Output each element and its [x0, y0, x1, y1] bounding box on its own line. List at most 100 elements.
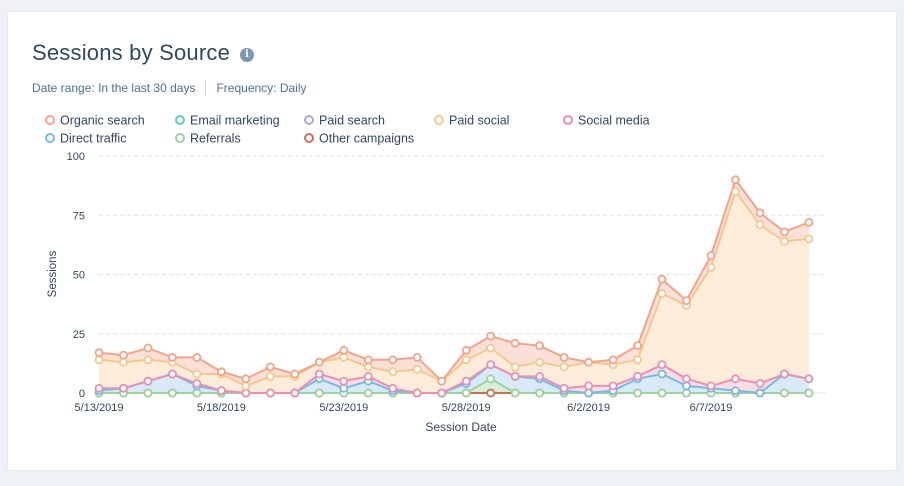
legend-label[interactable]: Direct traffic	[60, 132, 126, 146]
data-point[interactable]	[437, 376, 447, 386]
data-point[interactable]	[804, 234, 814, 244]
data-point[interactable]	[731, 175, 740, 185]
data-point[interactable]	[486, 374, 496, 384]
data-point[interactable]	[167, 369, 177, 379]
data-point[interactable]	[633, 371, 642, 381]
legend-marker[interactable]	[304, 115, 314, 125]
data-point[interactable]	[584, 357, 593, 367]
data-point[interactable]	[388, 383, 398, 393]
data-point[interactable]	[412, 388, 422, 398]
legend-marker[interactable]	[175, 115, 185, 125]
data-point[interactable]	[363, 355, 373, 365]
legend-marker[interactable]	[434, 115, 444, 125]
data-point[interactable]	[559, 383, 569, 393]
data-point[interactable]	[339, 376, 349, 386]
data-point[interactable]	[780, 227, 789, 237]
data-point[interactable]	[143, 355, 153, 365]
data-point[interactable]	[608, 355, 618, 365]
frequency-value[interactable]: Daily	[279, 81, 307, 95]
data-point[interactable]	[241, 381, 251, 391]
data-point[interactable]	[657, 369, 667, 379]
data-point[interactable]	[486, 331, 496, 341]
data-point[interactable]	[780, 236, 789, 246]
legend-marker[interactable]	[175, 133, 185, 143]
data-point[interactable]	[510, 388, 520, 398]
data-point[interactable]	[412, 364, 422, 374]
data-point[interactable]	[314, 388, 324, 398]
data-point[interactable]	[755, 208, 765, 218]
data-point[interactable]	[633, 341, 642, 351]
data-point[interactable]	[241, 388, 251, 398]
data-point[interactable]	[216, 367, 226, 377]
data-point[interactable]	[143, 388, 153, 398]
data-point[interactable]	[461, 376, 471, 386]
data-point[interactable]	[633, 355, 642, 365]
data-point[interactable]	[535, 388, 544, 398]
data-point[interactable]	[755, 388, 765, 398]
data-point[interactable]	[265, 388, 275, 398]
data-point[interactable]	[559, 352, 569, 362]
data-point[interactable]	[804, 374, 814, 384]
data-point[interactable]	[486, 360, 496, 370]
data-point[interactable]	[584, 388, 593, 398]
data-point[interactable]	[363, 388, 373, 398]
data-point[interactable]	[412, 352, 422, 362]
data-point[interactable]	[94, 348, 104, 358]
data-point[interactable]	[486, 343, 496, 353]
data-point[interactable]	[706, 381, 716, 391]
data-point[interactable]	[755, 220, 765, 230]
data-point[interactable]	[265, 362, 275, 372]
data-point[interactable]	[143, 376, 153, 386]
data-point[interactable]	[731, 386, 740, 396]
legend-label[interactable]: Organic search	[60, 114, 145, 128]
data-point[interactable]	[535, 341, 544, 351]
data-point[interactable]	[363, 371, 373, 381]
data-point[interactable]	[657, 360, 667, 370]
data-point[interactable]	[731, 187, 740, 197]
data-point[interactable]	[363, 362, 373, 372]
data-point[interactable]	[657, 388, 667, 398]
data-point[interactable]	[94, 383, 104, 393]
legend-marker[interactable]	[45, 133, 55, 143]
data-point[interactable]	[461, 345, 471, 355]
data-point[interactable]	[216, 386, 226, 396]
data-point[interactable]	[290, 369, 300, 379]
date-range-value[interactable]: In the last 30 days	[98, 81, 196, 95]
data-point[interactable]	[559, 362, 569, 372]
data-point[interactable]	[339, 345, 349, 355]
data-point[interactable]	[119, 357, 128, 367]
data-point[interactable]	[119, 383, 128, 393]
legend-label[interactable]: Referrals	[190, 132, 241, 146]
data-point[interactable]	[706, 251, 716, 260]
data-point[interactable]	[388, 367, 398, 377]
data-point[interactable]	[290, 388, 300, 398]
data-point[interactable]	[314, 369, 324, 379]
data-point[interactable]	[486, 388, 496, 398]
info-icon[interactable]: i	[240, 47, 255, 62]
data-point[interactable]	[339, 352, 349, 362]
legend-marker[interactable]	[563, 115, 573, 125]
data-point[interactable]	[755, 379, 765, 388]
data-point[interactable]	[314, 357, 324, 367]
data-point[interactable]	[804, 217, 814, 227]
data-point[interactable]	[192, 352, 202, 362]
data-point[interactable]	[339, 383, 349, 393]
data-point[interactable]	[94, 355, 104, 365]
data-point[interactable]	[192, 369, 202, 379]
data-point[interactable]	[535, 357, 544, 367]
data-point[interactable]	[461, 355, 471, 365]
legend-label[interactable]: Paid social	[449, 114, 509, 128]
data-point[interactable]	[731, 374, 740, 384]
data-point[interactable]	[119, 350, 128, 360]
data-point[interactable]	[437, 388, 447, 398]
data-point[interactable]	[461, 388, 471, 398]
data-point[interactable]	[510, 371, 520, 381]
legend-marker[interactable]	[304, 133, 314, 143]
legend-label[interactable]: Email marketing	[190, 114, 280, 128]
data-point[interactable]	[780, 388, 789, 398]
legend-label[interactable]: Paid search	[319, 114, 385, 128]
data-point[interactable]	[143, 343, 153, 353]
data-point[interactable]	[192, 388, 202, 398]
data-point[interactable]	[265, 371, 275, 381]
data-point[interactable]	[682, 374, 691, 384]
